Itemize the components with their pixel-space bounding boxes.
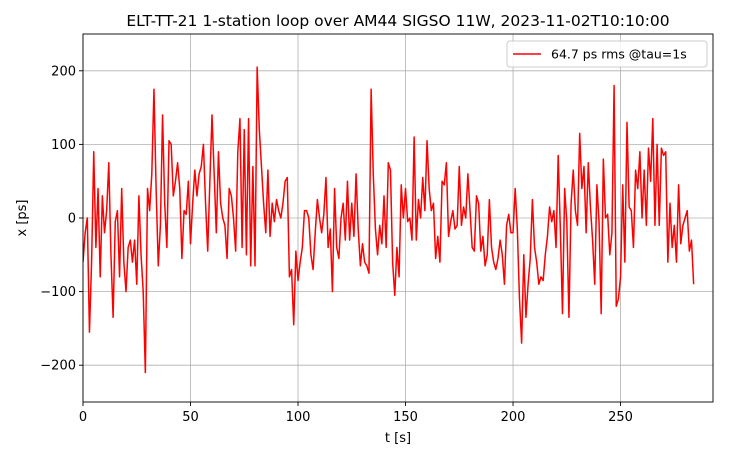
- x-axis-label: t [s]: [385, 431, 411, 446]
- y-tick-label-1: −100: [40, 285, 76, 300]
- plot-area: 0 50 100 150 200 250 −200 −100 0 100 200 64.7 ps rm…: [40, 33, 714, 425]
- legend-box: [506, 40, 708, 68]
- x-tick-label-5: 250: [608, 410, 633, 425]
- y-axis-label: x [ps]: [15, 200, 30, 237]
- x-tick-label-4: 200: [501, 410, 526, 425]
- y-tick-label-2: 0: [68, 212, 76, 227]
- x-tick-label-1: 50: [182, 410, 199, 425]
- y-tick-label-4: 200: [51, 64, 76, 79]
- series-line-0: [83, 66, 695, 374]
- y-tick-label-0: −200: [40, 359, 76, 374]
- x-tick-label-0: 0: [79, 410, 87, 425]
- y-tick-label-3: 100: [51, 138, 76, 153]
- x-tick-label-2: 100: [286, 410, 311, 425]
- legend-label: 64.7 ps rms @tau=1s: [551, 47, 687, 62]
- x-tick-label-3: 150: [393, 410, 418, 425]
- chart-title: ELT-TT-21 1-station loop over AM44 SIGSO…: [126, 12, 669, 30]
